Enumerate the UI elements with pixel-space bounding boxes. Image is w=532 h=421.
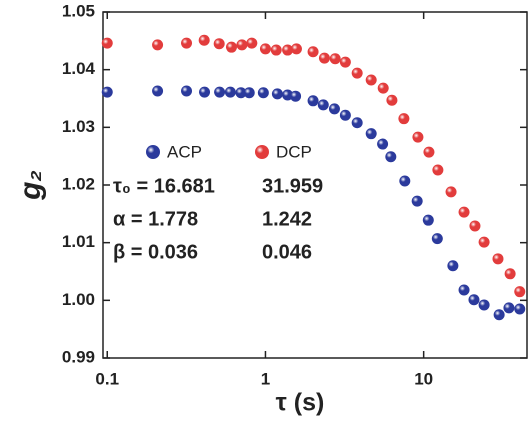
data-point: [351, 67, 363, 79]
data-point: [307, 95, 319, 107]
data-point: [468, 294, 480, 306]
data-point: [458, 206, 470, 218]
data-point: [270, 44, 282, 56]
data-point: [514, 303, 526, 315]
data-point: [152, 85, 164, 97]
data-point: [514, 286, 526, 298]
data-point: [377, 82, 389, 94]
data-point: [339, 109, 351, 121]
data-point: [411, 195, 423, 207]
data-point: [469, 220, 481, 232]
x-tick-label: 0.1: [95, 369, 119, 388]
data-point: [213, 38, 225, 50]
data-point: [422, 214, 434, 226]
data-point: [214, 86, 226, 98]
x-tick-label: 10: [414, 369, 433, 388]
data-point: [432, 164, 444, 176]
y-tick-label: 1.00: [62, 290, 95, 309]
data-point: [236, 39, 248, 51]
annotation: β = 0.036: [113, 241, 198, 263]
data-point: [282, 44, 294, 56]
data-point: [431, 233, 443, 245]
data-point: [478, 236, 490, 248]
data-point: [365, 128, 377, 140]
x-axis-title: τ (s): [276, 389, 325, 417]
annotation: 31.959: [262, 175, 323, 197]
data-point: [398, 113, 410, 125]
data-point: [351, 117, 363, 129]
annotation: 1.242: [262, 208, 312, 230]
data-point: [328, 103, 340, 115]
data-point: [386, 94, 398, 106]
data-point: [385, 151, 397, 163]
data-point: [101, 86, 113, 98]
data-point: [181, 85, 193, 97]
data-point: [271, 88, 283, 100]
data-point: [290, 43, 302, 55]
data-point: [307, 46, 319, 58]
y-tick-label: 1.02: [62, 174, 95, 193]
y-tick-label: 1.05: [62, 1, 95, 20]
legend-marker: [146, 145, 160, 159]
data-point: [503, 302, 515, 314]
data-point: [259, 43, 271, 55]
data-point: [377, 138, 389, 150]
data-point: [243, 87, 255, 99]
data-point: [423, 146, 435, 158]
y-axis-title: g₂: [14, 170, 47, 201]
data-point: [224, 86, 236, 98]
data-point: [493, 309, 505, 321]
data-point: [152, 39, 164, 51]
data-point: [181, 37, 193, 49]
data-point: [412, 131, 424, 143]
data-point: [225, 41, 237, 53]
data-point: [445, 186, 457, 198]
data-point: [447, 260, 459, 272]
y-tick-label: 1.04: [62, 59, 96, 78]
data-point: [246, 37, 258, 49]
annotation: τ₀ = 16.681: [113, 175, 215, 197]
y-tick-label: 0.99: [62, 347, 95, 366]
annotation: α = 1.778: [113, 208, 198, 230]
data-point: [329, 53, 341, 65]
data-point: [399, 175, 411, 187]
data-point: [290, 90, 302, 102]
data-point: [339, 56, 351, 68]
data-point: [199, 86, 211, 98]
data-point: [458, 284, 470, 296]
data-point: [318, 52, 330, 64]
data-point: [492, 253, 504, 265]
legend-label: ACP: [167, 142, 202, 161]
annotation: 0.046: [262, 241, 312, 263]
x-tick-label: 1: [261, 369, 270, 388]
legend-marker: [255, 145, 269, 159]
data-point: [365, 74, 377, 86]
data-point: [257, 87, 269, 99]
legend-label: DCP: [276, 142, 312, 161]
data-point: [317, 99, 329, 111]
y-tick-label: 1.03: [62, 117, 95, 136]
y-tick-label: 1.01: [62, 232, 95, 251]
data-point: [101, 37, 113, 49]
data-point: [198, 34, 210, 46]
data-point: [504, 268, 516, 280]
data-point: [235, 87, 247, 99]
data-point: [478, 299, 490, 311]
